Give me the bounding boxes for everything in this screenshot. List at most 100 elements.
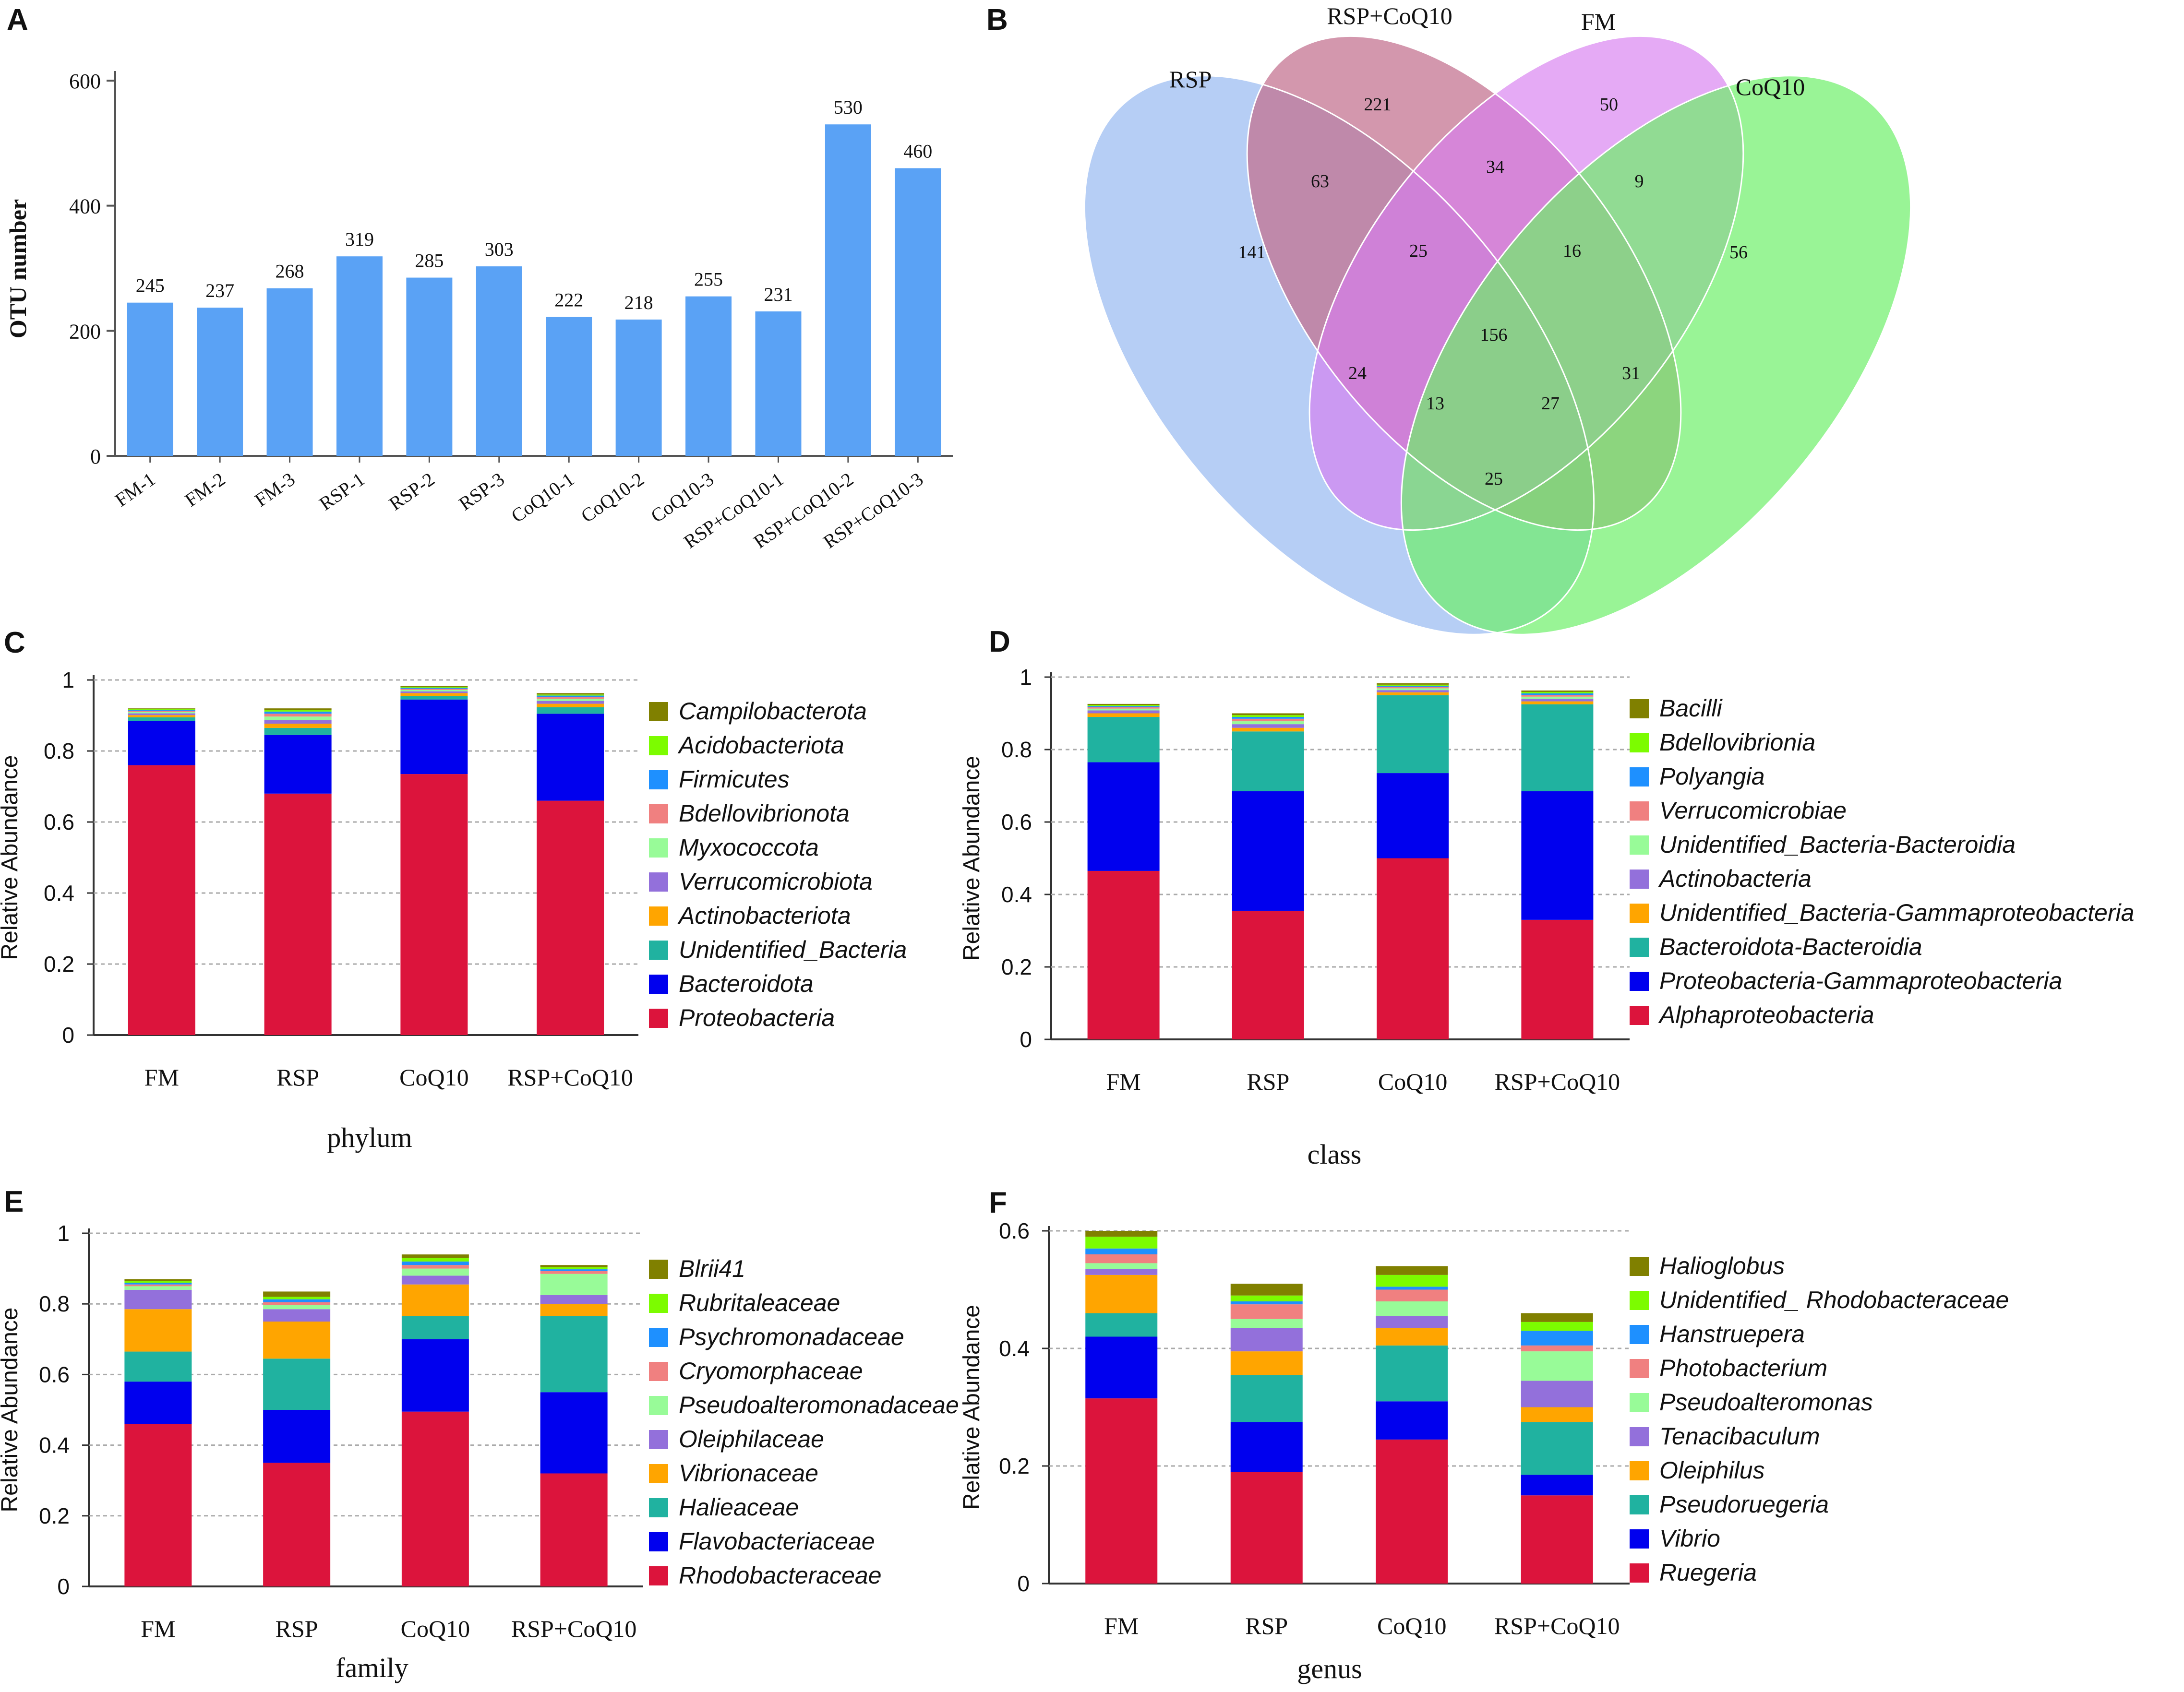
bar: [895, 168, 941, 456]
x-tick-label: RSP-1: [315, 468, 369, 515]
bar-segment: [128, 712, 195, 714]
bar-segment: [1087, 710, 1160, 714]
legend-label: Blrii41: [679, 1255, 745, 1282]
y-tick-label: 0.2: [999, 1454, 1030, 1478]
bar-segment: [1085, 1231, 1158, 1237]
bar-segment: [1230, 1304, 1303, 1319]
panel-label-e: E: [4, 1185, 24, 1218]
bar-value-label: 218: [624, 292, 653, 313]
bar-segment: [401, 1339, 469, 1412]
legend-swatch: [1630, 1427, 1649, 1446]
venn-region-count: 56: [1729, 242, 1748, 262]
bar-segment: [124, 1309, 192, 1352]
legend-swatch: [649, 1430, 668, 1449]
bar-segment: [263, 1463, 331, 1586]
bar-segment: [1376, 1439, 1448, 1584]
legend-label: Oleiphilaceae: [679, 1426, 824, 1453]
bar-segment: [540, 1265, 608, 1267]
bar-segment: [537, 714, 604, 801]
legend-label: Cryomorphaceae: [679, 1358, 863, 1384]
bar-segment: [1377, 683, 1449, 685]
legend-swatch: [649, 975, 668, 994]
legend-label: Bacilli: [1659, 695, 1723, 722]
bar: [825, 124, 871, 456]
legend-swatch: [649, 1464, 668, 1483]
bar-segment: [264, 724, 332, 728]
bar-segment: [400, 686, 468, 687]
legend-label: Oleiphilus: [1659, 1457, 1765, 1484]
legend-label: Proteobacteria: [679, 1004, 835, 1031]
legend-label: Hanstruepera: [1659, 1321, 1805, 1347]
venn-outline-coq10: [1400, 75, 1912, 635]
bar-segment: [1232, 715, 1304, 717]
legend-label: Unidentified_Bacteria-Gammaproteobacteri…: [1659, 899, 2134, 926]
bar-segment: [401, 1268, 469, 1276]
bar-segment: [401, 1258, 469, 1262]
bar: [336, 256, 383, 456]
legend-swatch: [649, 1396, 668, 1415]
legend-swatch: [649, 1328, 668, 1347]
x-tick-label: CoQ10-1: [507, 468, 578, 527]
bar-segment: [128, 765, 195, 1035]
panel-label-c: C: [4, 626, 25, 659]
bar-segment: [1087, 717, 1160, 763]
bar-segment: [264, 710, 332, 712]
x-tick-label: CoQ10-2: [577, 468, 648, 527]
venn-outline-rsp-coq10: [1246, 35, 1682, 531]
bar-segment: [400, 689, 468, 690]
y-tick-label: 0: [1020, 1027, 1032, 1052]
bar-segment: [1521, 1422, 1593, 1475]
bar-value-label: 530: [834, 96, 863, 118]
y-tick-label: 0.4: [39, 1433, 70, 1458]
legend-swatch: [649, 1566, 668, 1585]
bar: [476, 266, 522, 456]
bar-segment: [1521, 696, 1594, 699]
y-tick-label: 200: [69, 320, 101, 343]
bar-segment: [1232, 721, 1304, 725]
venn-set-label: RSP: [1169, 66, 1212, 93]
legend-swatch: [649, 838, 668, 858]
bar-segment: [1376, 1266, 1448, 1275]
bar-segment: [1521, 704, 1594, 791]
bar-value-label: 319: [345, 228, 374, 250]
bar-segment: [401, 1411, 469, 1586]
bar-segment: [1230, 1375, 1303, 1422]
bar-segment: [1087, 705, 1160, 706]
bar: [127, 302, 173, 456]
bar-segment: [1521, 1313, 1593, 1322]
venn-region-count: 31: [1622, 363, 1640, 383]
x-tick-label: RSP+CoQ10: [507, 1064, 633, 1091]
legend-label: Vibrio: [1659, 1525, 1720, 1552]
legend-label: Verrucomicrobiae: [1659, 797, 1847, 824]
bar-segment: [1230, 1295, 1303, 1301]
x-tick-label: FM: [1106, 1068, 1140, 1095]
x-tick-label: FM: [144, 1064, 179, 1091]
x-tick-label: FM-3: [251, 468, 299, 511]
x-tick-label: FM: [141, 1615, 175, 1642]
bar-segment: [540, 1269, 608, 1271]
legend-label: Halioglobus: [1659, 1252, 1785, 1279]
bar-segment: [1376, 1287, 1448, 1290]
x-tick-label: RSP-2: [385, 468, 438, 515]
bar-segment: [263, 1299, 331, 1302]
bar-segment: [540, 1304, 608, 1316]
bar-segment: [400, 693, 468, 696]
x-axis-title: family: [336, 1652, 408, 1683]
legend-swatch: [1630, 1359, 1649, 1378]
legend-swatch: [1630, 904, 1649, 923]
bar-segment: [1232, 713, 1304, 715]
legend-swatch: [1630, 1495, 1649, 1514]
bar-segment: [1521, 699, 1594, 702]
legend-swatch: [1630, 972, 1649, 991]
y-axis-title: Relative Abundance: [0, 755, 23, 960]
bar-segment: [1230, 1328, 1303, 1352]
legend-swatch: [649, 1532, 668, 1551]
venn-outline-fm: [1308, 35, 1744, 531]
bar-segment: [400, 687, 468, 688]
y-tick-label: 1: [57, 1221, 70, 1246]
legend-swatch: [1630, 767, 1649, 786]
bar-segment: [400, 696, 468, 700]
bar-segment: [537, 697, 604, 699]
venn-region-count: 141: [1238, 242, 1266, 262]
bar-segment: [263, 1297, 331, 1299]
